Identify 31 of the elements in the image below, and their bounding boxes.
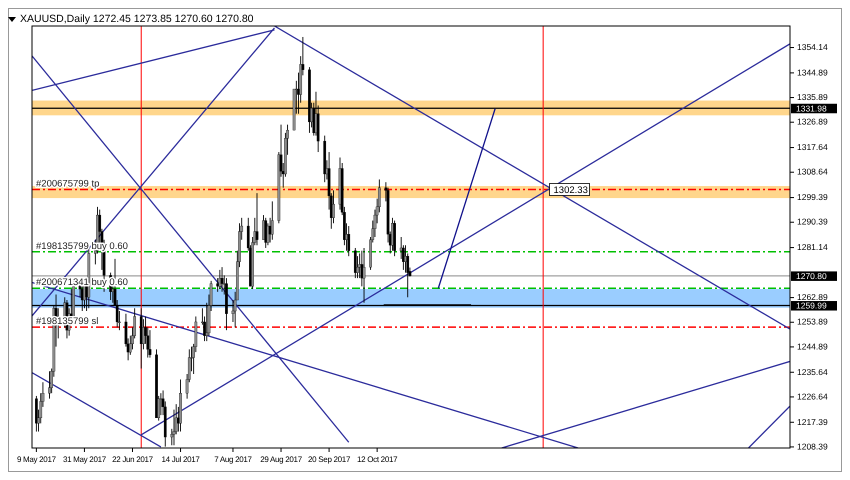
- y-tick-label: 1281.14: [797, 242, 828, 252]
- y-tick-label: 1290.39: [797, 216, 828, 227]
- x-tick-label: 20 Sep 2017: [308, 455, 351, 464]
- x-tick-label: 31 May 2017: [62, 455, 107, 464]
- y-tick-label: 1262.89: [797, 292, 828, 302]
- x-tick-label: 14 Jul 2017: [162, 455, 200, 464]
- y-tick-label: 1235.64: [797, 366, 828, 377]
- x-tick-label: 12 Oct 2017: [356, 455, 398, 464]
- y-tick-label: 1317.64: [797, 142, 828, 152]
- x-tick-label: 9 May 2017: [16, 455, 57, 464]
- y-tick-label: 1253.89: [797, 316, 828, 327]
- y-tick-label: 1299.39: [797, 192, 828, 202]
- y-tick-label: 1226.64: [797, 391, 828, 402]
- y-tick-label: 1344.89: [797, 67, 828, 78]
- ref-line-label: 1331.98: [796, 103, 827, 114]
- x-tick-label: 7 Aug 2017: [214, 455, 253, 464]
- ref-line-label: 1259.99: [796, 300, 827, 311]
- ref-line-label: #200675799 tp: [36, 178, 100, 190]
- y-tick-label: 1335.89: [797, 92, 828, 102]
- y-tick-label: 1244.89: [797, 341, 828, 352]
- y-tick-label: 1217.39: [797, 416, 828, 427]
- ref-line-label: #198135799 buy 0.60: [36, 240, 128, 252]
- x-tick-label: 29 Aug 2017: [260, 455, 303, 464]
- chart-title: XAUUSD,Daily 1272.45 1273.85 1270.60 1270.80: [20, 13, 254, 25]
- y-tick-label: 1326.89: [797, 116, 828, 127]
- annotation: 1302.33: [554, 185, 588, 196]
- y-tick-label: 1354.14: [797, 42, 828, 52]
- x-tick-label: 22 Jun 2017: [112, 455, 154, 464]
- ref-line-label: 1270.80: [796, 270, 827, 281]
- y-tick-label: 1308.64: [797, 166, 828, 177]
- y-tick-label: 1208.39: [797, 441, 828, 452]
